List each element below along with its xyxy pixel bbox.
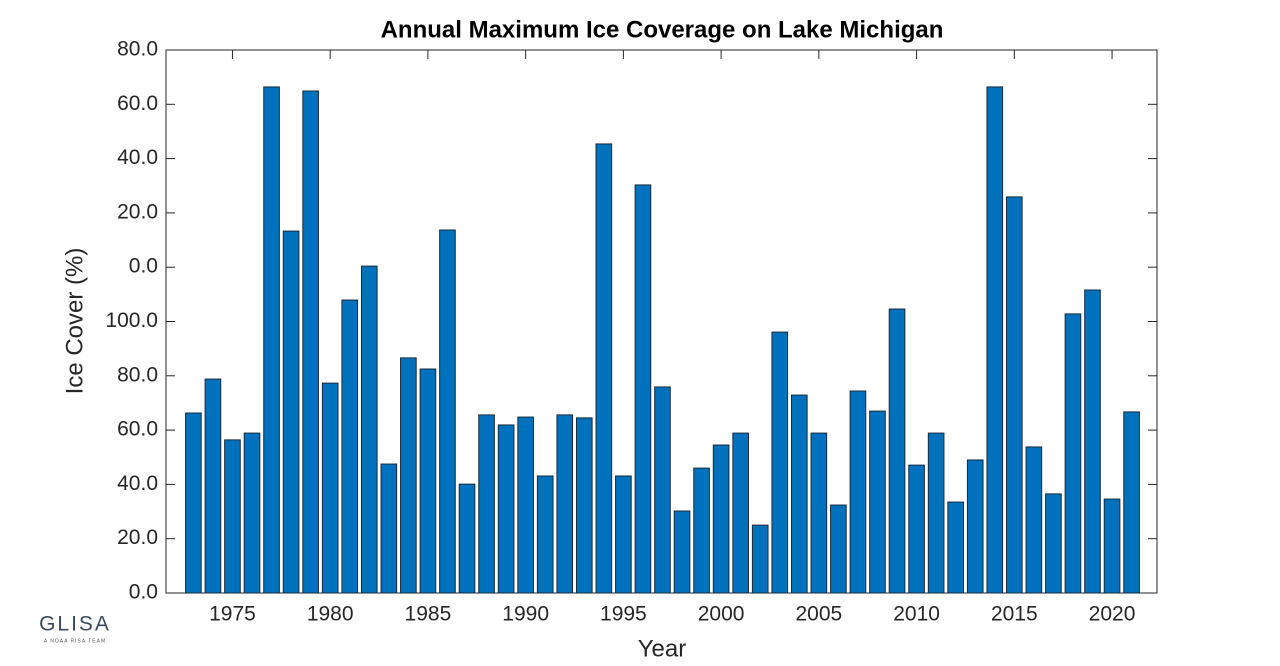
- bar: [654, 386, 671, 594]
- x-tick-label: 2020: [1089, 603, 1136, 626]
- bar: [908, 464, 925, 594]
- bar: [458, 483, 476, 594]
- y-tick-label: 0.0: [129, 255, 158, 278]
- x-tick-label: 1975: [209, 603, 256, 626]
- x-tick-label: 1995: [600, 603, 647, 626]
- bar: [439, 229, 456, 594]
- y-tick-label: 40.0: [117, 472, 158, 495]
- bar: [673, 510, 691, 594]
- bar: [282, 230, 300, 594]
- logo-tagline: A NOAA RISA TEAM: [44, 638, 106, 644]
- bar: [849, 390, 867, 594]
- y-axis-label: Ice Cover (%): [61, 248, 88, 395]
- bar: [732, 432, 749, 594]
- bar: [575, 417, 593, 594]
- bar: [986, 86, 1004, 594]
- y-tick-label: 60.0: [117, 418, 158, 441]
- bar: [380, 463, 398, 594]
- bar: [302, 90, 319, 594]
- bar: [321, 382, 339, 594]
- bar: [360, 265, 378, 594]
- bar: [751, 524, 769, 594]
- bar: [947, 501, 964, 594]
- y-tick-label: 100.0: [105, 309, 158, 332]
- bar: [1025, 446, 1043, 594]
- bar: [1103, 498, 1121, 594]
- bar: [869, 410, 886, 594]
- x-tick-label: 2005: [795, 603, 842, 626]
- x-tick-label: 2000: [698, 603, 745, 626]
- bar: [1064, 313, 1082, 594]
- bar: [204, 378, 222, 594]
- y-tick-label: 20.0: [117, 200, 158, 223]
- bar: [1045, 493, 1062, 594]
- bar: [693, 467, 710, 594]
- x-axis-label: Year: [638, 635, 687, 662]
- y-tick-label: 0.0: [129, 581, 158, 604]
- bar: [1123, 411, 1140, 594]
- bar: [497, 424, 515, 594]
- bar: [478, 414, 495, 594]
- chart-title: Annual Maximum Ice Coverage on Lake Mich…: [381, 16, 944, 43]
- bar: [536, 475, 554, 594]
- bar: [263, 86, 280, 594]
- bar: [1084, 289, 1101, 594]
- bar: [771, 331, 789, 594]
- bar: [224, 439, 241, 594]
- bar: [556, 414, 574, 594]
- bar: [888, 308, 906, 594]
- bar: [615, 475, 632, 594]
- bar: [595, 143, 613, 594]
- bar: [712, 444, 730, 594]
- bar: [830, 504, 847, 594]
- bar: [927, 432, 945, 594]
- y-tick-label: 60.0: [117, 92, 158, 115]
- x-tick-label: 2010: [893, 603, 940, 626]
- bar: [634, 184, 652, 594]
- x-tick-label: 1985: [405, 603, 452, 626]
- bar: [185, 412, 202, 594]
- bar: [400, 357, 417, 594]
- bar: [966, 459, 984, 594]
- bar: [341, 299, 359, 594]
- bar: [790, 394, 808, 594]
- y-tick-label: 80.0: [117, 38, 158, 61]
- y-tick-label: 20.0: [117, 526, 158, 549]
- x-tick-label: 2015: [991, 603, 1038, 626]
- x-tick-label: 1990: [502, 603, 549, 626]
- x-tick-label: 1980: [307, 603, 354, 626]
- y-tick-label: 80.0: [117, 363, 158, 386]
- bar: [810, 432, 828, 594]
- logo-name: GLISA: [39, 613, 111, 636]
- bar: [1005, 196, 1023, 594]
- bar: [517, 416, 534, 594]
- y-tick-label: 40.0: [117, 146, 158, 169]
- bar: [243, 432, 261, 594]
- bar: [419, 368, 437, 594]
